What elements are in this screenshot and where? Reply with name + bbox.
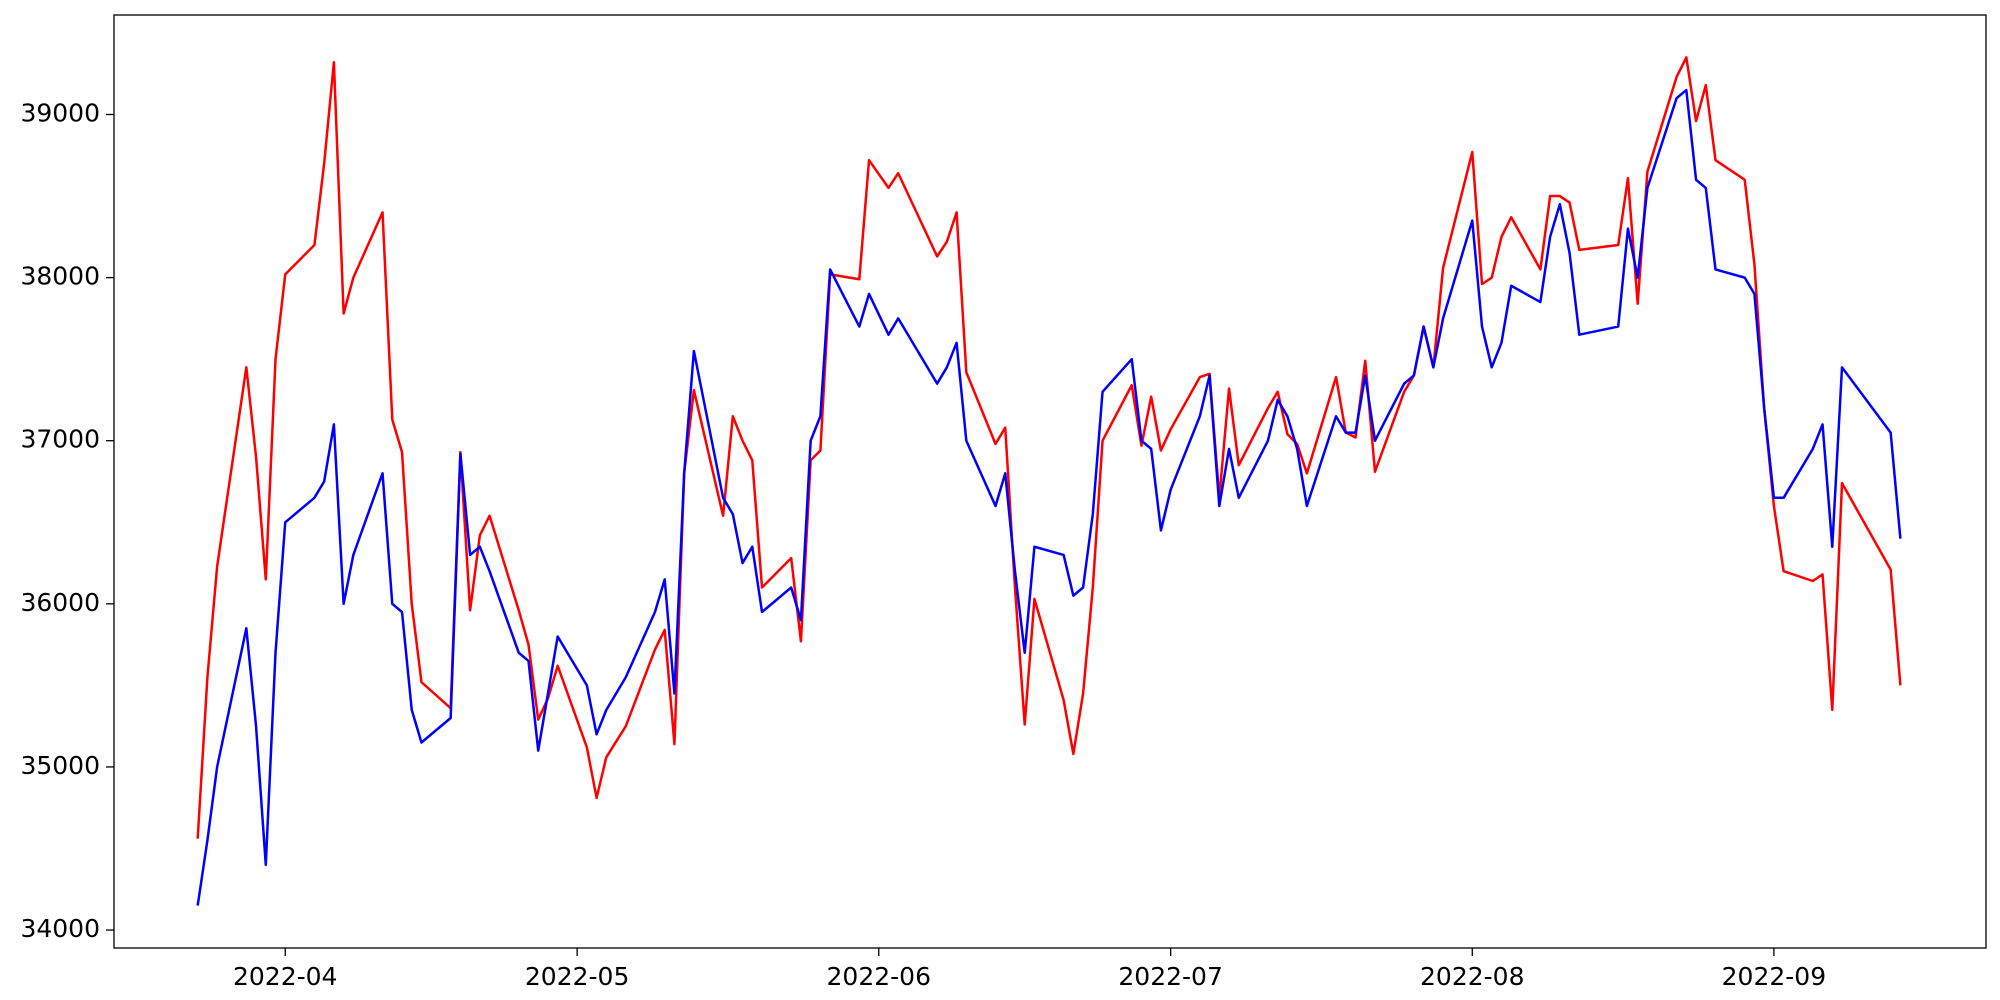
x-tick-label: 2022-05 — [525, 962, 629, 991]
y-tick-label: 35000 — [20, 751, 100, 780]
data-line — [196, 88, 1902, 906]
x-tick-label: 2022-04 — [233, 962, 337, 991]
x-tick-label: 2022-08 — [1420, 962, 1524, 991]
y-tick-label: 36000 — [20, 588, 100, 617]
y-tick-label: 38000 — [20, 262, 100, 291]
x-tick-label: 2022-06 — [827, 962, 931, 991]
y-tick-label: 39000 — [20, 98, 100, 127]
x-tick-label: 2022-09 — [1722, 962, 1826, 991]
x-tick-label: 2022-07 — [1118, 962, 1222, 991]
y-tick-label: 34000 — [20, 914, 100, 943]
data-line — [196, 56, 1902, 839]
y-tick-label: 37000 — [20, 425, 100, 454]
plot-frame — [113, 14, 1987, 949]
